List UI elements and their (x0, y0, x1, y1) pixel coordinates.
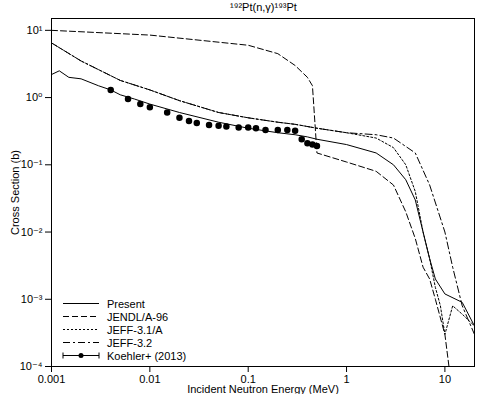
svg-text:10⁻²: 10⁻² (21, 226, 43, 238)
svg-text:0.001: 0.001 (38, 373, 66, 385)
svg-text:10⁰: 10⁰ (26, 91, 43, 103)
svg-text:Incident Neutron Energy (MeV): Incident Neutron Energy (MeV) (187, 383, 339, 394)
svg-text:JEFF-3.2: JEFF-3.2 (107, 337, 152, 349)
svg-text:0.01: 0.01 (139, 373, 160, 385)
svg-text:10⁻³: 10⁻³ (21, 293, 43, 305)
svg-text:10⁻⁴: 10⁻⁴ (20, 360, 43, 372)
svg-text:10¹: 10¹ (27, 24, 43, 36)
svg-text:Present: Present (107, 298, 145, 310)
svg-text:Cross Section (b): Cross Section (b) (9, 150, 21, 235)
svg-text:1: 1 (343, 373, 349, 385)
svg-text:Koehler+ (2013): Koehler+ (2013) (107, 350, 186, 362)
svg-text:10: 10 (439, 373, 451, 385)
svg-text:JEFF-3.1/A: JEFF-3.1/A (107, 324, 163, 336)
html-text:¹⁹²Pt(n,γ)¹⁹³Pt: ¹⁹²Pt(n,γ)¹⁹³Pt (230, 1, 297, 13)
svg-text:JENDL/A-96: JENDL/A-96 (107, 311, 168, 323)
svg-text:0.1: 0.1 (240, 373, 256, 386)
svg-text:10⁻¹: 10⁻¹ (21, 158, 43, 170)
